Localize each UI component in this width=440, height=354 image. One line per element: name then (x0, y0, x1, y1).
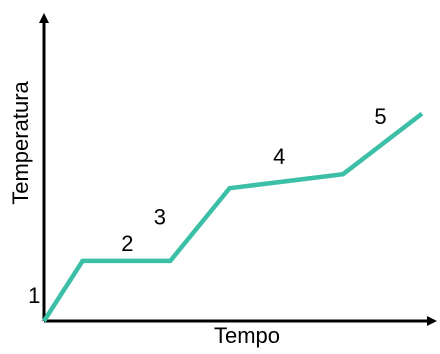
axes (39, 13, 437, 326)
segment-label-1: 1 (28, 283, 40, 308)
x-axis-label: Tempo (214, 323, 280, 348)
segment-label-3: 3 (154, 205, 166, 230)
segment-label-2: 2 (121, 231, 133, 256)
segment-label-4: 4 (273, 144, 285, 169)
y-axis-label: Temperatura (8, 80, 33, 204)
temperature-series-line (42, 111, 424, 323)
segment-label-5: 5 (374, 104, 386, 129)
